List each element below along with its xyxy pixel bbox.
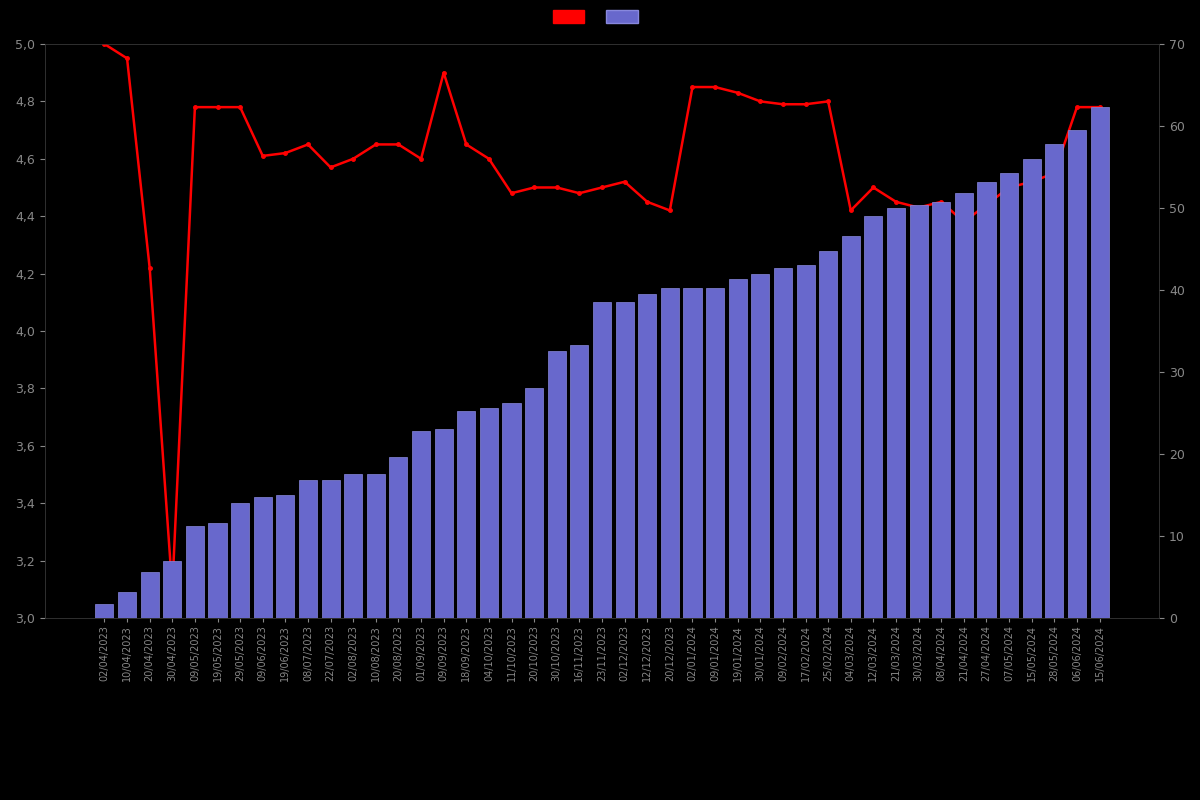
Bar <box>503 402 521 618</box>
Bar <box>706 288 724 618</box>
Bar <box>209 523 227 618</box>
Bar <box>412 431 430 618</box>
Bar <box>932 202 950 618</box>
Bar <box>1022 158 1040 618</box>
Bar <box>797 265 815 618</box>
Bar <box>841 236 860 618</box>
Bar <box>480 409 498 618</box>
Bar <box>978 182 996 618</box>
Bar <box>820 250 838 618</box>
Bar <box>1068 130 1086 618</box>
Bar <box>276 494 294 618</box>
Bar <box>910 205 928 618</box>
Bar <box>1045 145 1063 618</box>
Bar <box>186 526 204 618</box>
Bar <box>322 480 340 618</box>
Bar <box>684 288 702 618</box>
Bar <box>570 346 588 618</box>
Bar <box>751 274 769 618</box>
Bar <box>593 302 611 618</box>
Bar <box>616 302 634 618</box>
Bar <box>163 561 181 618</box>
Bar <box>661 288 679 618</box>
Bar <box>232 503 250 618</box>
Bar <box>434 429 452 618</box>
Bar <box>118 592 136 618</box>
Bar <box>140 572 158 618</box>
Bar <box>299 480 317 618</box>
Bar <box>457 411 475 618</box>
Bar <box>253 498 271 618</box>
Legend: , : , <box>548 6 652 27</box>
Bar <box>774 268 792 618</box>
Bar <box>887 207 905 618</box>
Bar <box>390 458 408 618</box>
Bar <box>1000 173 1018 618</box>
Bar <box>547 351 566 618</box>
Bar <box>864 216 882 618</box>
Bar <box>955 194 973 618</box>
Bar <box>526 388 544 618</box>
Bar <box>1091 107 1109 618</box>
Bar <box>638 294 656 618</box>
Bar <box>367 474 385 618</box>
Bar <box>728 279 746 618</box>
Bar <box>344 474 362 618</box>
Bar <box>95 603 114 618</box>
